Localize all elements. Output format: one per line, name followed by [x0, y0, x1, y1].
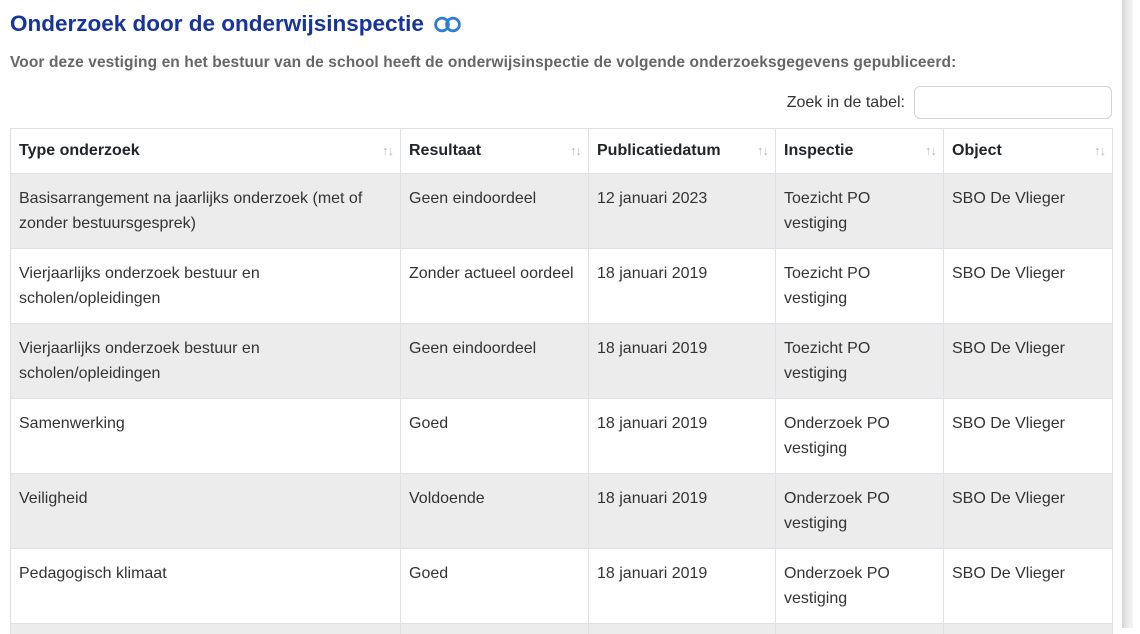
- table-cell: Onderzoek PO vestiging: [775, 398, 944, 474]
- table-cell: Geen eindoordeel: [400, 173, 589, 249]
- table-cell: 18 januari 2019: [588, 248, 776, 324]
- column-header-object[interactable]: Object ↑↓: [943, 128, 1113, 174]
- table-cell: Basisarrangement na jaarlijks onderzoek …: [10, 173, 401, 249]
- table-cell: [588, 623, 776, 634]
- section-link-icon[interactable]: [433, 16, 462, 33]
- table-cell: Veiligheid: [10, 473, 401, 549]
- table-row: Samenwerking Goed 18 januari 2019 Onderzoek…: [10, 398, 1113, 474]
- page-title: Onderzoek door de onderwijsinspectie: [10, 10, 1112, 38]
- table-cell: Voldoende: [400, 473, 589, 549]
- table-cell: Samenwerking: [10, 398, 401, 474]
- column-header-type-onderzoek[interactable]: Type onderzoek ↑↓: [10, 128, 401, 174]
- table-cell: SBO De Vlieger: [943, 473, 1113, 549]
- column-header-label: Type onderzoek: [19, 142, 140, 159]
- column-header-label: Object: [952, 142, 1002, 159]
- intro-text: Voor deze vestiging en het bestuur van d…: [10, 54, 957, 71]
- table-cell: Goed: [400, 398, 589, 474]
- page-scrollbar[interactable]: [1122, 0, 1133, 628]
- sort-icon[interactable]: ↑↓: [757, 143, 769, 158]
- column-header-resultaat[interactable]: Resultaat ↑↓: [400, 128, 589, 174]
- table-cell: Toezicht PO vestiging: [775, 248, 944, 324]
- table-cell: [400, 623, 589, 634]
- table-search: Zoek in de tabel:: [10, 86, 1112, 119]
- table-cell: Vierjaarlijks onderzoek bestuur en schol…: [10, 248, 401, 324]
- table-cell: SBO De Vlieger: [943, 398, 1113, 474]
- table-row: Vierjaarlijks onderzoek bestuur en schol…: [10, 323, 1113, 399]
- table-cell: SBO De Vlieger: [943, 248, 1113, 324]
- table-cell: Toezicht PO vestiging: [775, 323, 944, 399]
- table-row-partial: [10, 623, 1113, 634]
- column-header-inspectie[interactable]: Inspectie ↑↓: [775, 128, 944, 174]
- sort-icon[interactable]: ↑↓: [382, 143, 394, 158]
- table-cell: Toezicht PO vestiging: [775, 173, 944, 249]
- sort-icon[interactable]: ↑↓: [1094, 143, 1106, 158]
- table-cell: [775, 623, 944, 634]
- table-row: Veiligheid Voldoende 18 januari 2019 Onderz…: [10, 473, 1113, 549]
- table-cell: Geen eindoordeel: [400, 323, 589, 399]
- table-cell: Zonder actueel oordeel: [400, 248, 589, 324]
- search-input[interactable]: [914, 86, 1112, 119]
- table-row: Pedagogisch klimaat Goed 18 januari 2019 On…: [10, 548, 1113, 624]
- table-cell: [10, 623, 401, 634]
- table-cell: 18 januari 2019: [588, 473, 776, 549]
- column-header-label: Resultaat: [409, 142, 482, 159]
- inspection-section: Onderzoek door de onderwijsinspectie Voo…: [10, 10, 1113, 634]
- table-cell: 18 januari 2019: [588, 398, 776, 474]
- table-cell: 12 januari 2023: [588, 173, 776, 249]
- table-cell: Vierjaarlijks onderzoek bestuur en schol…: [10, 323, 401, 399]
- table-cell: 18 januari 2019: [588, 323, 776, 399]
- table-cell: [943, 623, 1113, 634]
- column-header-label: Inspectie: [784, 142, 854, 159]
- page-title-text: Onderzoek door de onderwijsinspectie: [10, 11, 424, 36]
- table-row: Basisarrangement na jaarlijks onderzoek …: [10, 173, 1113, 249]
- table-cell: Goed: [400, 548, 589, 624]
- table-cell: 18 januari 2019: [588, 548, 776, 624]
- table-cell: Onderzoek PO vestiging: [775, 473, 944, 549]
- inspection-table: Type onderzoek ↑↓ Resultaat ↑↓ Publicatiedat…: [10, 128, 1113, 634]
- table-cell: SBO De Vlieger: [943, 173, 1113, 249]
- column-header-label: Publicatiedatum: [597, 142, 721, 159]
- sort-icon[interactable]: ↑↓: [925, 143, 937, 158]
- table-cell: Pedagogisch klimaat: [10, 548, 401, 624]
- table-body: Basisarrangement na jaarlijks onderzoek …: [10, 173, 1113, 634]
- sort-icon[interactable]: ↑↓: [570, 143, 582, 158]
- table-cell: SBO De Vlieger: [943, 548, 1113, 624]
- search-label: Zoek in de tabel:: [786, 93, 905, 111]
- table-cell: SBO De Vlieger: [943, 323, 1113, 399]
- header-row: Type onderzoek ↑↓ Resultaat ↑↓ Publicatiedat…: [10, 128, 1113, 174]
- column-header-publicatiedatum[interactable]: Publicatiedatum ↑↓: [588, 128, 776, 174]
- table-row: Vierjaarlijks onderzoek bestuur en schol…: [10, 248, 1113, 324]
- table-cell: Onderzoek PO vestiging: [775, 548, 944, 624]
